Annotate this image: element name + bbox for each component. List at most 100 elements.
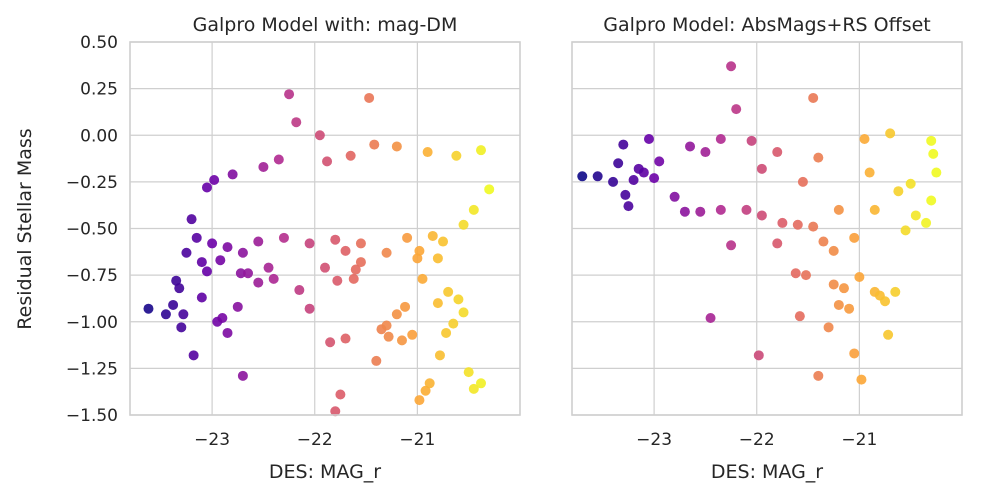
left-y-axis-label: Residual Stellar Mass [14, 128, 36, 329]
data-point [432, 253, 443, 264]
data-point [458, 219, 469, 230]
right-x-tick-label: −23 [636, 430, 672, 450]
data-point [355, 238, 366, 249]
data-point [160, 309, 171, 320]
data-point [364, 92, 375, 103]
data-point [833, 299, 844, 310]
data-point [422, 147, 433, 158]
data-point [476, 145, 486, 156]
data-point [253, 277, 264, 288]
data-point [620, 189, 631, 200]
data-point [258, 161, 269, 172]
data-point [196, 292, 207, 303]
data-point [813, 152, 824, 163]
data-point [222, 242, 233, 253]
data-point [883, 329, 894, 340]
data-point [201, 182, 212, 193]
data-point [618, 139, 629, 150]
data-point [654, 156, 665, 167]
data-point [304, 238, 315, 249]
data-point [243, 268, 254, 279]
left-y-tick-label: −0.75 [66, 266, 118, 286]
data-point [828, 279, 839, 290]
data-point [332, 275, 343, 286]
data-point [196, 257, 207, 268]
data-point [443, 286, 454, 297]
left-y-tick-label: 0.50 [80, 33, 118, 53]
right-x-tick-label: −22 [739, 430, 775, 450]
data-point [476, 378, 486, 389]
left-x-axis-label: DES: MAG_r [269, 461, 381, 483]
data-point [695, 206, 706, 217]
data-point [235, 268, 246, 279]
data-point [253, 236, 264, 247]
data-point [623, 201, 634, 212]
data-point [926, 135, 937, 146]
data-point [890, 286, 901, 297]
data-point [468, 383, 479, 394]
data-point [628, 175, 639, 186]
left-y-tick-label: 0.00 [80, 126, 118, 146]
data-point [859, 133, 870, 144]
data-point [797, 176, 808, 187]
data-point [209, 175, 220, 186]
data-point [926, 195, 937, 206]
data-point [381, 320, 392, 331]
data-point [325, 337, 336, 348]
data-point [453, 294, 464, 305]
data-point [427, 230, 438, 241]
data-point [188, 350, 199, 361]
data-point [191, 232, 202, 243]
data-point [268, 273, 279, 284]
data-point [869, 204, 880, 215]
data-point [383, 331, 394, 342]
data-point [222, 327, 233, 338]
data-point [833, 204, 844, 215]
data-point [772, 147, 783, 158]
data-point [322, 156, 333, 167]
data-point [314, 130, 325, 141]
data-point [396, 335, 407, 346]
data-point [369, 139, 380, 150]
data-point [885, 128, 896, 139]
data-point [391, 309, 402, 320]
data-point [320, 262, 330, 273]
data-point [633, 163, 644, 174]
data-point [458, 307, 469, 318]
data-point [849, 348, 860, 359]
data-point [371, 355, 382, 366]
left-y-tick-label: −1.25 [66, 359, 118, 379]
left-chart-title: Galpro Model with: mag-DM [193, 14, 458, 36]
data-point [448, 318, 459, 329]
data-point [849, 232, 860, 243]
data-point [893, 186, 904, 197]
data-point [794, 311, 805, 322]
data-point [278, 232, 289, 243]
data-point [434, 350, 445, 361]
data-point [340, 333, 351, 344]
data-point [237, 247, 248, 258]
data-point [756, 210, 767, 221]
left-scatter-panel: −23 −22 −21 0.50 0.25 0.00 −0.25 −0.50 −0.75 −1.0… [14, 14, 521, 483]
data-point [348, 273, 359, 284]
left-x-tick-label: −22 [297, 430, 333, 450]
data-point [808, 221, 819, 232]
data-point [856, 374, 867, 385]
data-point [407, 329, 418, 340]
right-plot-frame [571, 41, 963, 416]
data-point [905, 178, 916, 189]
data-point [294, 285, 305, 296]
data-point [420, 385, 431, 396]
data-point [441, 327, 452, 338]
right-x-axis-label: DES: MAG_r [711, 461, 823, 483]
data-point [726, 61, 737, 72]
right-x-tick-label: −21 [841, 430, 877, 450]
data-point [227, 169, 238, 180]
data-point [345, 150, 356, 161]
data-point [284, 89, 295, 100]
data-point [753, 350, 764, 361]
data-point [414, 395, 425, 406]
data-point [340, 245, 351, 256]
data-point [772, 238, 783, 249]
